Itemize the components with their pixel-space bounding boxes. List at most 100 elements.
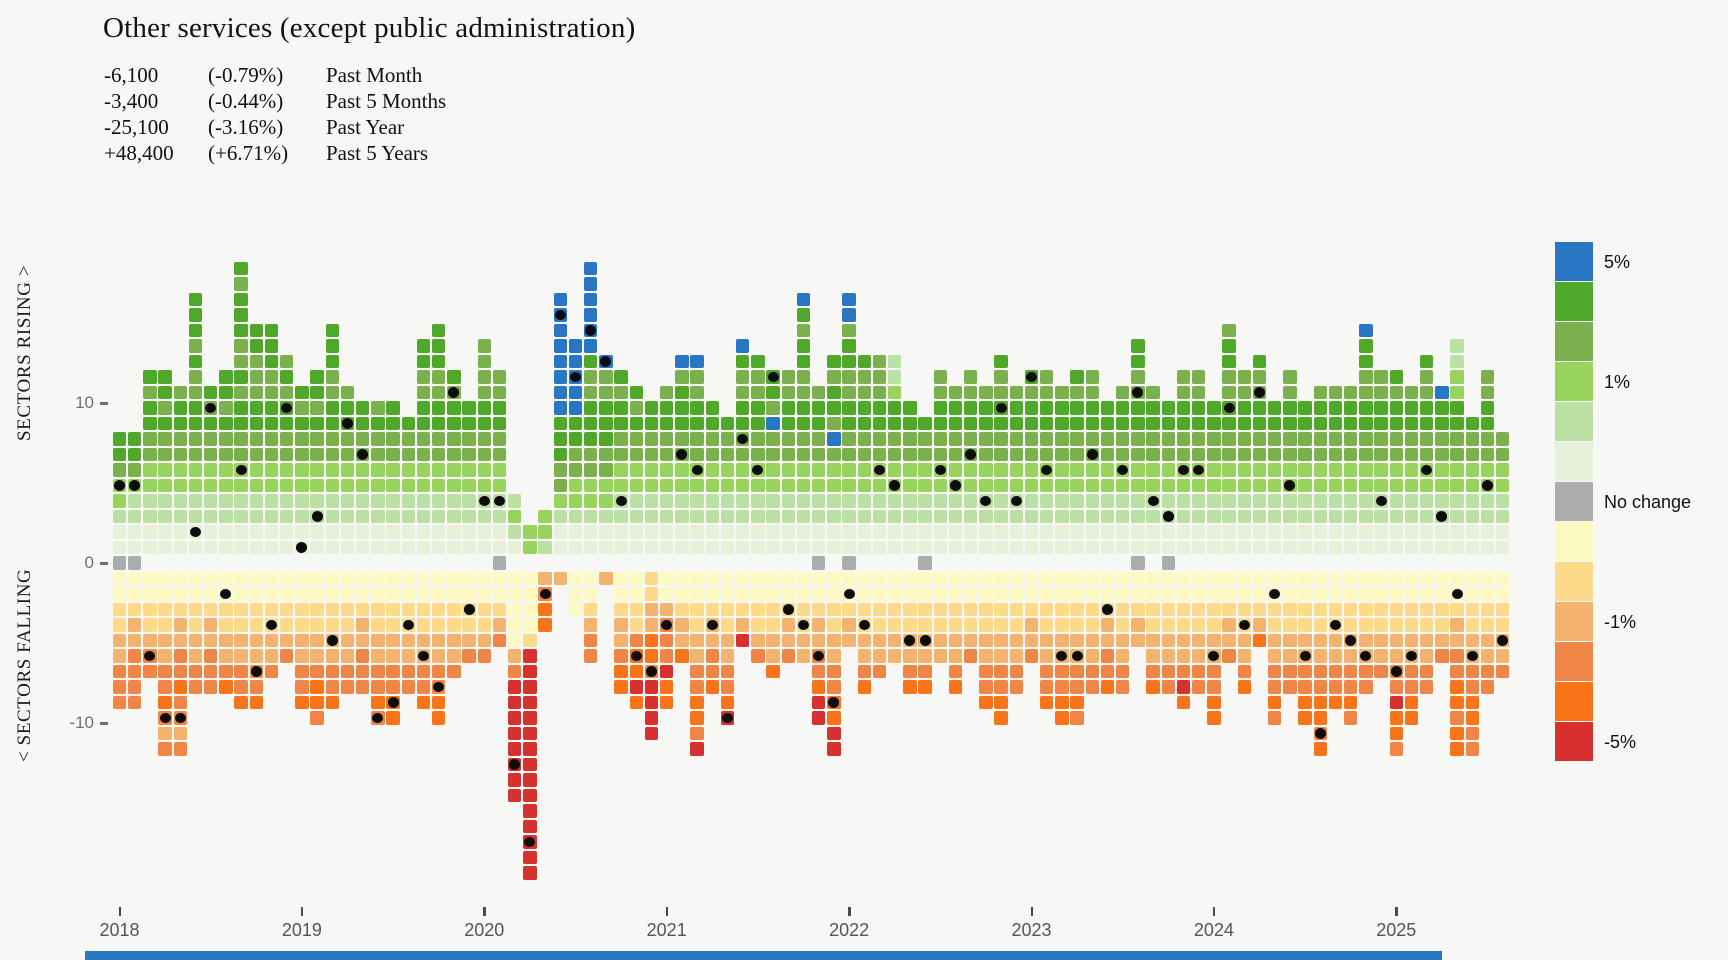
falling-cell-2023-02	[1040, 633, 1054, 648]
falling-cell-2018-04	[158, 680, 172, 694]
x-tick-mark	[118, 907, 121, 916]
falling-cell-2019-07	[386, 711, 400, 725]
rising-cell-2021-09	[781, 509, 795, 524]
rising-cell-2024-07	[1298, 401, 1312, 415]
falling-cell-2019-02	[310, 633, 324, 648]
rising-cell-2024-01	[1207, 447, 1221, 462]
falling-cell-2023-10	[1161, 664, 1175, 679]
rising-cell-2018-11	[264, 509, 279, 524]
rising-cell-2019-06	[371, 540, 385, 555]
falling-cell-2018-05	[173, 742, 187, 756]
rising-cell-2019-09	[416, 478, 431, 493]
y-tick-label: 0	[84, 553, 94, 572]
falling-cell-2024-05	[1268, 602, 1282, 617]
rising-cell-2022-04	[888, 447, 902, 462]
rising-cell-2021-10	[796, 447, 811, 462]
falling-cell-2021-06	[736, 602, 750, 617]
rising-cell-2020-09	[599, 447, 613, 462]
rising-cell-2018-01	[112, 509, 127, 524]
sector-dot-2023-12	[1193, 464, 1205, 476]
rising-cell-2022-09	[964, 370, 978, 384]
falling-cell-2021-11	[812, 711, 826, 725]
rising-cell-2025-07	[1480, 416, 1495, 431]
rising-cell-2020-06	[553, 370, 567, 384]
falling-cell-2020-03	[508, 680, 522, 694]
rising-cell-2024-03	[1237, 416, 1251, 431]
falling-cell-2019-11	[447, 571, 461, 586]
rising-cell-2019-02	[310, 463, 324, 477]
rising-cell-2025-06	[1465, 463, 1479, 477]
falling-cell-2020-11	[629, 695, 643, 710]
falling-cell-2023-05	[1085, 571, 1099, 586]
falling-cell-2025-01	[1389, 711, 1403, 725]
rising-cell-2022-04	[888, 509, 902, 524]
rising-cell-2019-02	[310, 540, 324, 555]
rising-cell-2020-01	[477, 416, 491, 431]
sector-dot-2023-07	[1117, 464, 1129, 476]
sector-dot-2019-11	[448, 387, 460, 398]
legend-swatch	[1555, 522, 1593, 561]
falling-cell-2020-08	[584, 649, 598, 663]
rising-cell-2020-10	[614, 540, 628, 555]
rising-cell-2024-06	[1283, 432, 1297, 446]
falling-cell-2019-07	[386, 571, 400, 586]
falling-cell-2020-10	[614, 664, 628, 679]
falling-cell-2018-05	[173, 695, 187, 710]
rising-cell-2024-02	[1222, 416, 1236, 431]
falling-cell-2018-07	[204, 618, 218, 632]
rising-cell-2018-04	[158, 370, 172, 384]
y-axis-label-rising: SECTORS RISING >	[14, 264, 35, 442]
rising-cell-2022-09	[964, 525, 978, 539]
falling-cell-2024-04	[1252, 587, 1267, 601]
rising-cell-2018-05	[173, 401, 187, 415]
rising-cell-2023-02	[1040, 432, 1054, 446]
falling-cell-2022-12	[1009, 680, 1023, 694]
falling-cell-2018-04	[158, 726, 172, 741]
y-tick-mark	[100, 402, 108, 405]
rising-cell-2023-06	[1100, 509, 1115, 524]
rising-cell-2018-12	[280, 494, 294, 508]
rising-cell-2024-08	[1313, 463, 1327, 477]
falling-cell-2020-02	[492, 571, 507, 586]
rising-cell-2018-04	[158, 447, 172, 462]
falling-cell-2024-02	[1222, 571, 1236, 586]
falling-cell-2020-11	[629, 618, 643, 632]
falling-cell-2024-04	[1252, 602, 1267, 617]
stat-label: Past 5 Years	[326, 141, 429, 165]
rising-cell-2019-08	[401, 525, 415, 539]
stat-label: Past 5 Months	[326, 89, 447, 113]
rising-cell-2025-08	[1496, 463, 1510, 477]
falling-cell-2024-01	[1207, 587, 1221, 601]
rising-cell-2019-01	[295, 432, 309, 446]
rising-cell-2024-06	[1283, 540, 1297, 555]
rising-cell-2022-01	[842, 292, 856, 307]
rising-cell-2023-05	[1085, 540, 1099, 555]
falling-cell-2023-11	[1176, 680, 1191, 694]
rising-cell-2025-03	[1420, 494, 1434, 508]
rising-cell-2022-01	[842, 432, 856, 446]
rising-cell-2023-07	[1116, 525, 1130, 539]
rising-cell-2022-10	[979, 509, 993, 524]
sector-dot-2019-01	[296, 542, 308, 553]
rising-cell-2022-06	[918, 416, 932, 431]
sector-dot-2021-11	[813, 650, 825, 662]
rising-cell-2021-06	[736, 447, 750, 462]
rising-cell-2021-02	[675, 432, 689, 446]
rising-cell-2021-06	[736, 509, 750, 524]
rising-cell-2023-04	[1070, 509, 1084, 524]
falling-cell-2018-01	[112, 587, 127, 601]
falling-cell-2021-01	[660, 602, 674, 617]
rising-cell-2024-09	[1328, 385, 1343, 400]
rising-cell-2021-11	[812, 478, 826, 493]
sector-dot-2022-01	[843, 588, 855, 600]
falling-cell-2018-05	[173, 618, 187, 632]
rising-cell-2019-03	[325, 370, 339, 384]
rising-cell-2023-10	[1161, 478, 1175, 493]
falling-cell-2022-03	[872, 649, 887, 663]
falling-cell-2019-11	[447, 649, 461, 663]
falling-cell-2021-03	[690, 571, 704, 586]
falling-cell-2024-07	[1298, 618, 1312, 632]
falling-cell-2021-05	[720, 618, 735, 632]
rising-cell-2025-01	[1389, 540, 1403, 555]
falling-cell-2024-05	[1268, 711, 1282, 725]
